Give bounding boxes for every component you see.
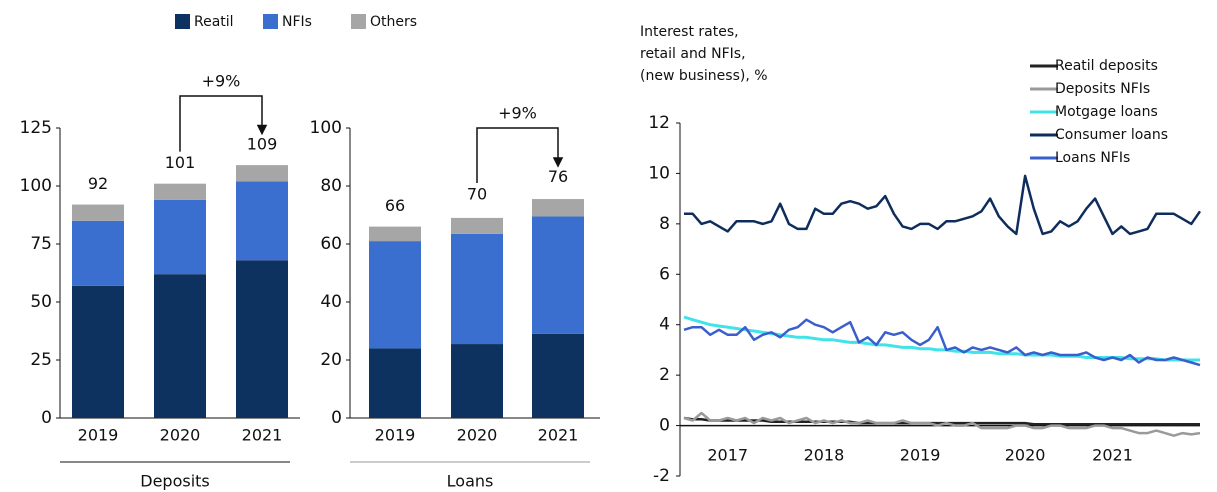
y-tick-label: 0	[41, 408, 52, 428]
legend-label: Reatil	[194, 14, 234, 30]
series-line	[683, 318, 1201, 367]
series-line	[684, 174, 1202, 236]
total-label: 76	[548, 167, 568, 186]
y-tick-label: 6	[659, 264, 670, 284]
y-tick-label: 40	[320, 292, 342, 312]
chart-title: (new business), %	[640, 68, 768, 84]
legend-label: NFIs	[282, 14, 312, 30]
bar-segment	[72, 220, 124, 286]
y-tick-label: 100	[20, 176, 52, 196]
x-tick-label: 2020	[457, 426, 498, 445]
x-tick-label: 2017	[707, 446, 748, 465]
bar-segment	[369, 241, 421, 349]
growth-arrow	[476, 127, 564, 183]
legend-swatch	[263, 14, 278, 29]
y-tick-label: 4	[659, 315, 670, 335]
y-tick-label: 125	[20, 118, 52, 138]
y-tick-label: 10	[648, 163, 670, 183]
bar-segment	[154, 199, 206, 275]
legend-label: Consumer loans	[1055, 127, 1168, 143]
legend-label: Motgage loans	[1055, 104, 1158, 120]
bar-segment	[369, 226, 421, 242]
bar-segment	[532, 216, 584, 334]
y-tick-label: 8	[659, 214, 670, 234]
y-tick-label: 0	[331, 408, 342, 428]
growth-arrow	[179, 95, 268, 152]
y-tick-label: 60	[320, 234, 342, 254]
bar-segment	[154, 183, 206, 200]
x-tick-label: 2021	[242, 426, 283, 445]
total-label: 92	[88, 174, 108, 193]
legend-label: Reatil deposits	[1055, 58, 1158, 74]
y-tick-label: 0	[659, 416, 670, 436]
annotation: +9%	[498, 104, 537, 123]
bar-segment	[532, 199, 584, 217]
series-line	[683, 411, 1201, 437]
x-label: Deposits	[140, 472, 210, 491]
y-tick-label: 20	[320, 350, 342, 370]
bar-segment	[236, 165, 288, 182]
legend-swatch	[175, 14, 190, 29]
total-label: 66	[385, 196, 405, 215]
y-tick-label: -2	[653, 466, 670, 486]
x-tick-label: 2020	[1005, 446, 1046, 465]
legend-label: Deposits NFIs	[1055, 81, 1150, 97]
bar-segment	[154, 274, 206, 418]
chart-title: Interest rates,	[640, 24, 739, 40]
bar-segment	[236, 181, 288, 261]
bar-segment	[72, 285, 124, 418]
bar-segment	[532, 333, 584, 418]
x-tick-label: 2020	[160, 426, 201, 445]
bar-segment	[369, 348, 421, 418]
y-tick-label: 25	[30, 350, 52, 370]
x-label: Loans	[447, 472, 494, 491]
y-tick-label: 12	[648, 113, 670, 133]
total-label: 109	[247, 135, 278, 154]
legend-swatch	[351, 14, 366, 29]
x-tick-label: 2019	[78, 426, 119, 445]
legend-label: Loans NFIs	[1055, 150, 1130, 166]
legend-label: Others	[370, 14, 417, 30]
bar-segment	[72, 204, 124, 221]
y-tick-label: 100	[310, 118, 342, 138]
bar-segment	[236, 260, 288, 418]
y-tick-label: 2	[659, 365, 670, 385]
total-label: 101	[165, 153, 196, 172]
x-tick-label: 2021	[538, 426, 579, 445]
y-tick-label: 75	[30, 234, 52, 254]
y-tick-label: 80	[320, 176, 342, 196]
x-tick-label: 2018	[804, 446, 845, 465]
bar-segment	[451, 233, 503, 345]
chart-title: retail and NFIs,	[640, 46, 746, 62]
x-tick-label: 2019	[900, 446, 941, 465]
bar-segment	[451, 344, 503, 418]
x-tick-label: 2019	[375, 426, 416, 445]
bar-segment	[451, 217, 503, 234]
total-label: 70	[467, 185, 487, 204]
x-tick-label: 2021	[1092, 446, 1133, 465]
annotation: +9%	[202, 72, 241, 91]
y-tick-label: 50	[30, 292, 52, 312]
